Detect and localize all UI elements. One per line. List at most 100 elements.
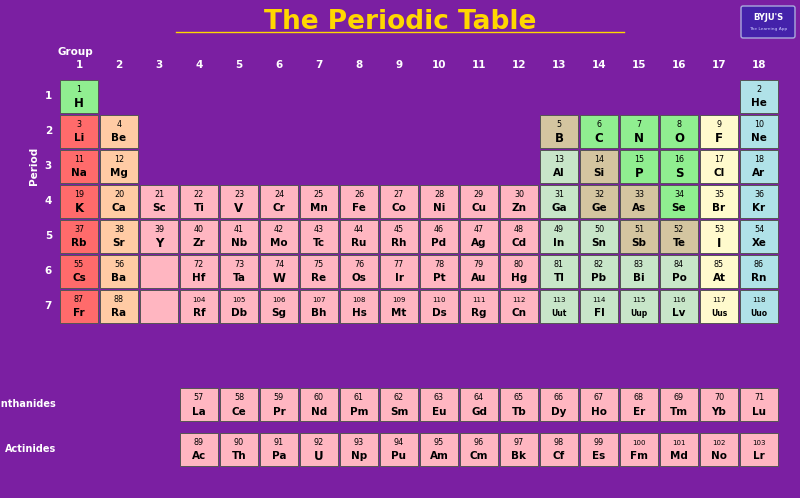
FancyBboxPatch shape [500, 254, 538, 288]
Text: 106: 106 [272, 297, 286, 303]
Text: 2: 2 [757, 85, 762, 94]
Text: Cn: Cn [511, 308, 526, 318]
Text: 86: 86 [754, 260, 764, 269]
Text: 62: 62 [394, 393, 404, 402]
Text: 9: 9 [395, 60, 402, 70]
Text: Ga: Ga [551, 204, 567, 214]
Text: As: As [632, 204, 646, 214]
Text: 91: 91 [274, 438, 284, 447]
Text: Ca: Ca [112, 204, 126, 214]
FancyBboxPatch shape [540, 220, 578, 252]
Text: 13: 13 [554, 155, 564, 164]
FancyBboxPatch shape [300, 254, 338, 288]
Text: Dy: Dy [551, 406, 566, 416]
Text: 32: 32 [594, 190, 604, 199]
FancyBboxPatch shape [420, 388, 458, 421]
Text: Fe: Fe [352, 204, 366, 214]
Text: 118: 118 [752, 297, 766, 303]
Text: W: W [273, 272, 286, 285]
FancyBboxPatch shape [660, 115, 698, 148]
Text: H: H [74, 97, 84, 110]
FancyBboxPatch shape [380, 290, 418, 323]
Text: 47: 47 [474, 225, 484, 234]
Text: 6: 6 [45, 266, 52, 276]
FancyBboxPatch shape [620, 115, 658, 148]
Text: Ta: Ta [233, 273, 246, 283]
Text: Po: Po [671, 273, 686, 283]
FancyBboxPatch shape [700, 433, 738, 466]
FancyBboxPatch shape [100, 290, 138, 323]
Text: 58: 58 [234, 393, 244, 402]
Text: 12: 12 [114, 155, 124, 164]
Text: 19: 19 [74, 190, 84, 199]
Text: Cm: Cm [470, 451, 488, 461]
FancyBboxPatch shape [420, 220, 458, 252]
Text: Zn: Zn [511, 204, 526, 214]
Text: 7: 7 [637, 120, 642, 129]
Text: Ag: Ag [471, 239, 486, 249]
Text: Mo: Mo [270, 239, 288, 249]
FancyBboxPatch shape [60, 80, 98, 113]
Text: 4: 4 [45, 196, 52, 206]
FancyBboxPatch shape [380, 185, 418, 218]
Text: Cl: Cl [714, 168, 725, 178]
Text: Cr: Cr [273, 204, 286, 214]
FancyBboxPatch shape [100, 185, 138, 218]
Text: 101: 101 [672, 440, 686, 446]
FancyBboxPatch shape [220, 220, 258, 252]
Text: 6: 6 [275, 60, 282, 70]
FancyBboxPatch shape [60, 290, 98, 323]
Text: 84: 84 [674, 260, 684, 269]
Text: 75: 75 [314, 260, 324, 269]
Text: BYJU'S: BYJU'S [753, 13, 783, 22]
Text: Fr: Fr [73, 308, 85, 318]
Text: Te: Te [673, 239, 686, 249]
Text: Md: Md [670, 451, 688, 461]
Text: 93: 93 [354, 438, 364, 447]
Text: B: B [554, 132, 563, 145]
Text: The Periodic Table: The Periodic Table [264, 9, 536, 35]
FancyBboxPatch shape [500, 388, 538, 421]
FancyBboxPatch shape [580, 433, 618, 466]
Text: Ce: Ce [232, 406, 246, 416]
Text: 4: 4 [195, 60, 202, 70]
Text: Ir: Ir [394, 273, 403, 283]
Text: 10: 10 [754, 120, 764, 129]
FancyBboxPatch shape [580, 254, 618, 288]
FancyBboxPatch shape [420, 254, 458, 288]
FancyBboxPatch shape [700, 220, 738, 252]
FancyBboxPatch shape [420, 290, 458, 323]
Text: 35: 35 [714, 190, 724, 199]
Text: Bk: Bk [511, 451, 526, 461]
Text: Tc: Tc [313, 239, 325, 249]
Text: 115: 115 [632, 297, 646, 303]
Text: Es: Es [592, 451, 606, 461]
Text: V: V [234, 202, 243, 215]
FancyBboxPatch shape [660, 388, 698, 421]
Text: 44: 44 [354, 225, 364, 234]
Text: 72: 72 [194, 260, 204, 269]
Text: 13: 13 [552, 60, 566, 70]
FancyBboxPatch shape [180, 254, 218, 288]
FancyBboxPatch shape [340, 220, 378, 252]
Text: Uut: Uut [551, 309, 566, 318]
Text: Ba: Ba [111, 273, 126, 283]
FancyBboxPatch shape [140, 185, 178, 218]
FancyBboxPatch shape [700, 388, 738, 421]
Text: 52: 52 [674, 225, 684, 234]
Text: Cs: Cs [72, 273, 86, 283]
Text: Ra: Ra [111, 308, 126, 318]
FancyBboxPatch shape [260, 220, 298, 252]
FancyBboxPatch shape [620, 254, 658, 288]
FancyBboxPatch shape [380, 254, 418, 288]
Text: 100: 100 [632, 440, 646, 446]
FancyBboxPatch shape [140, 220, 178, 252]
FancyBboxPatch shape [580, 290, 618, 323]
Text: 110: 110 [432, 297, 446, 303]
Text: 2: 2 [45, 126, 52, 136]
Text: 18: 18 [752, 60, 766, 70]
Text: O: O [674, 132, 684, 145]
Text: He: He [751, 99, 767, 109]
Text: 16: 16 [672, 60, 686, 70]
FancyBboxPatch shape [60, 115, 98, 148]
